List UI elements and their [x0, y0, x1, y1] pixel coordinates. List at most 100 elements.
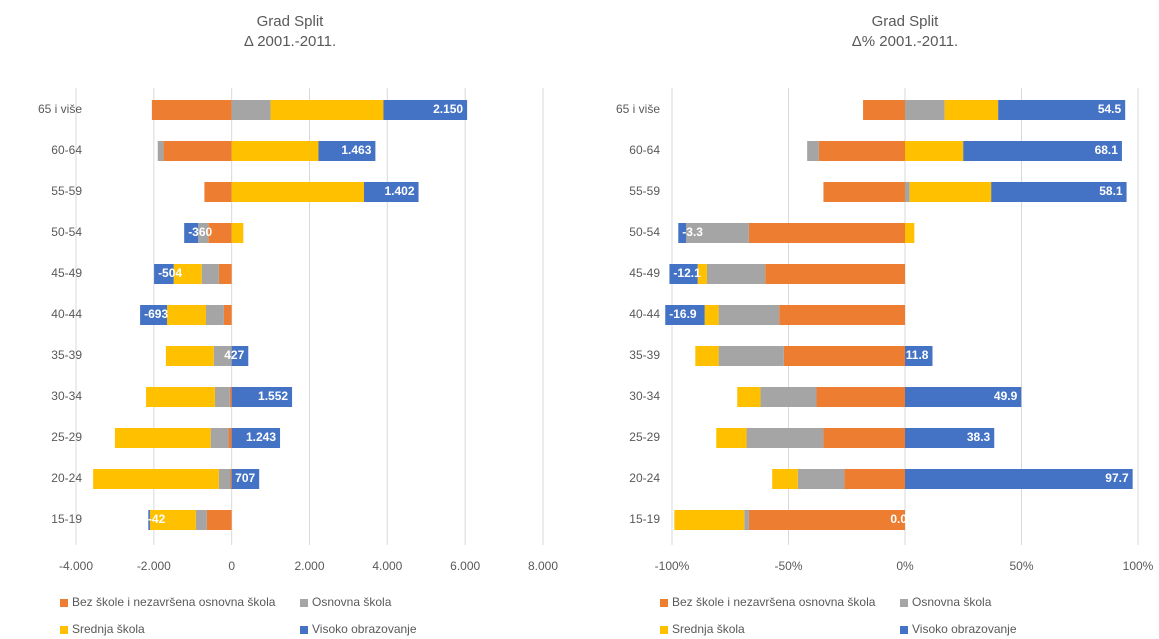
chart-title: Grad Split	[872, 13, 940, 30]
value-label: 49.9	[994, 389, 1018, 403]
x-tick-label: -2.000	[137, 559, 171, 573]
bar-segment	[231, 182, 364, 202]
bar-segment	[905, 428, 995, 448]
legend-swatch	[900, 626, 908, 634]
x-tick-label: 6.000	[450, 559, 480, 573]
bar-segment	[229, 387, 232, 407]
bar-segment	[905, 387, 1022, 407]
bar-segment	[863, 100, 905, 120]
bar-segment	[318, 141, 376, 161]
value-label: 54.5	[1098, 102, 1122, 116]
value-label: -3.3	[682, 225, 703, 239]
x-tick-label: -100%	[655, 559, 690, 573]
value-label: 38.3	[967, 430, 991, 444]
bar-segment	[195, 510, 207, 530]
y-tick-label: 60-64	[51, 143, 82, 157]
value-label: 427	[224, 348, 244, 362]
bar-segment	[184, 223, 199, 243]
bar-segment	[823, 182, 905, 202]
bar-segment	[818, 141, 905, 161]
bar-segment	[363, 182, 419, 202]
x-tick-label: 0%	[896, 559, 914, 573]
bar-segment	[148, 510, 150, 530]
y-tick-label: 40-44	[629, 307, 660, 321]
chart-subtitle: Δ% 2001.-2011.	[852, 33, 958, 50]
x-tick-label: -50%	[774, 559, 802, 573]
legend-label: Srednja škola	[672, 622, 745, 636]
value-label: 0.0	[890, 512, 907, 526]
x-tick-label: 100%	[1123, 559, 1154, 573]
y-tick-label: 45-49	[51, 266, 82, 280]
legend-swatch	[300, 626, 308, 634]
bar-segment	[669, 264, 698, 284]
bar-segment	[165, 346, 214, 366]
legend-label: Visoko obrazovanje	[312, 622, 417, 636]
legend-label: Bez škole i nezavršena osnovna škola	[672, 595, 876, 609]
bar-segment	[231, 223, 244, 243]
y-tick-label: 35-39	[51, 348, 82, 362]
x-tick-label: 8.000	[528, 559, 558, 573]
value-label: 1.552	[258, 389, 288, 403]
y-tick-label: 65 i više	[38, 102, 82, 116]
bar-segment	[909, 182, 992, 202]
bar-segment	[779, 305, 905, 325]
legend-label: Osnovna škola	[312, 595, 392, 609]
value-label: 97.7	[1105, 471, 1129, 485]
value-label: -12.1	[673, 266, 701, 280]
y-tick-label: 20-24	[51, 471, 82, 485]
y-tick-label: 35-39	[629, 348, 660, 362]
value-label: -504	[158, 266, 182, 280]
y-tick-label: 20-24	[629, 471, 660, 485]
legend-swatch	[300, 599, 308, 607]
bar-segment	[744, 510, 749, 530]
bar-segment	[905, 346, 933, 366]
bar-segment	[167, 305, 206, 325]
bar-segment	[206, 510, 232, 530]
bar-segment	[991, 182, 1127, 202]
bar-segment	[718, 346, 784, 366]
chart-subtitle: Δ 2001.-2011.	[244, 33, 336, 50]
legend-label: Srednja škola	[72, 622, 145, 636]
value-label: -42	[148, 512, 166, 526]
bar-segment	[154, 264, 174, 284]
bar-segment	[231, 387, 293, 407]
x-tick-label: 0	[228, 559, 235, 573]
bar-segment	[230, 469, 232, 489]
y-tick-label: 45-49	[629, 266, 660, 280]
y-tick-label: 40-44	[51, 307, 82, 321]
legend-swatch	[660, 626, 668, 634]
bar-segment	[963, 141, 1122, 161]
y-tick-label: 55-59	[629, 184, 660, 198]
bar-segment	[760, 387, 817, 407]
bar-segment	[905, 100, 945, 120]
bar-segment	[737, 387, 761, 407]
legend-swatch	[660, 599, 668, 607]
y-tick-label: 25-29	[629, 430, 660, 444]
bar-segment	[998, 100, 1126, 120]
legend-swatch	[60, 599, 68, 607]
bar-segment	[678, 223, 686, 243]
bar-segment	[270, 100, 384, 120]
y-tick-label: 50-54	[629, 225, 660, 239]
value-label: 58.1	[1099, 184, 1123, 198]
bar-segment	[797, 469, 845, 489]
legend-label: Visoko obrazovanje	[912, 622, 1017, 636]
bar-segment	[905, 182, 910, 202]
bar-segment	[231, 346, 249, 366]
bar-segment	[214, 387, 230, 407]
bar-segment	[746, 428, 824, 448]
value-label: 11.8	[906, 348, 929, 362]
bar-segment	[231, 141, 319, 161]
value-label: -360	[188, 225, 212, 239]
value-label: -693	[144, 307, 168, 321]
bar-segment	[674, 510, 745, 530]
value-label: 2.150	[433, 102, 463, 116]
bar-segment	[905, 469, 1133, 489]
bar-segment	[905, 223, 915, 243]
bar-segment	[807, 141, 819, 161]
y-tick-label: 30-34	[51, 389, 82, 403]
bar-segment	[201, 264, 219, 284]
bar-segment	[748, 223, 905, 243]
x-tick-label: 2.000	[294, 559, 324, 573]
bar-segment	[716, 428, 747, 448]
